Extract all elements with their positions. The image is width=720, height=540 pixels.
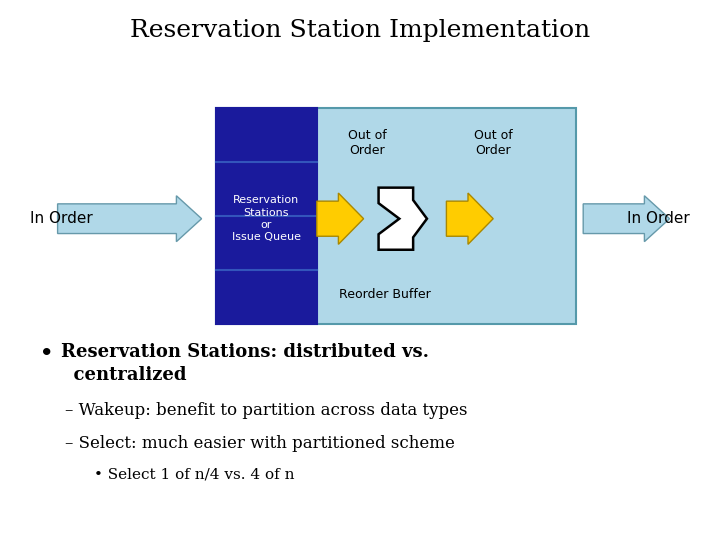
Text: – Select: much easier with partitioned scheme: – Select: much easier with partitioned s… — [65, 435, 454, 451]
FancyArrow shape — [583, 195, 670, 241]
Text: In Order: In Order — [30, 211, 93, 226]
Text: •: • — [40, 343, 53, 363]
Text: Out of
Order: Out of Order — [348, 129, 387, 157]
Text: Reservation Station Implementation: Reservation Station Implementation — [130, 19, 590, 42]
Text: Reservation Stations: distributed vs.
  centralized: Reservation Stations: distributed vs. ce… — [61, 343, 429, 384]
Polygon shape — [379, 188, 427, 249]
FancyArrow shape — [446, 193, 493, 244]
FancyArrow shape — [58, 195, 202, 241]
Text: • Select 1 of n/4 vs. 4 of n: • Select 1 of n/4 vs. 4 of n — [94, 467, 294, 481]
Text: – Wakeup: benefit to partition across data types: – Wakeup: benefit to partition across da… — [65, 402, 467, 419]
Bar — [216, 108, 317, 324]
Text: Reservation
Stations
or
Issue Queue: Reservation Stations or Issue Queue — [232, 195, 301, 242]
Text: Reorder Buffer: Reorder Buffer — [339, 288, 431, 301]
Bar — [216, 108, 576, 324]
Text: In Order: In Order — [627, 211, 690, 226]
Text: Out of
Order: Out of Order — [474, 129, 513, 157]
FancyArrow shape — [317, 193, 364, 244]
